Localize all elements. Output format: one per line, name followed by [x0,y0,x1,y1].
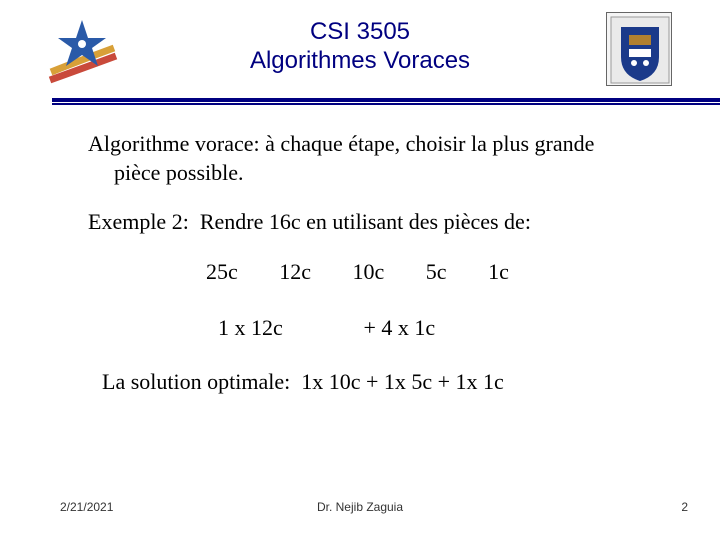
optimal-line: La solution optimale: 1x 10c + 1x 5c + 1… [102,369,670,395]
example-line: Exemple 2: Rendre 16c en utilisant des p… [88,209,670,235]
coin-list: 25c 12c 10c 5c 1c [206,259,670,285]
example-text: Rendre 16c en utilisant des pièces de: [200,209,531,234]
coin-item: 10c [353,259,385,285]
header-rule [52,98,720,105]
optimal-label: La solution optimale: [102,369,290,394]
slide-footer: 2/21/2021 Dr. Nejib Zaguia 2 [0,500,720,520]
greedy-lhs: 1 x 12c [218,315,358,341]
greedy-result: 1 x 12c + 4 x 1c [218,315,670,341]
optimal-value: 1x 10c + 1x 5c + 1x 1c [301,369,504,394]
coin-item: 25c [206,259,238,285]
definition-line1: Algorithme vorace: à chaque étape, chois… [88,131,594,156]
slide-body: Algorithme vorace: à chaque étape, chois… [88,130,670,395]
definition-line2: pièce possible. [88,159,670,188]
logo-right [606,12,672,86]
footer-date: 2/21/2021 [60,500,113,514]
greedy-rhs: + 4 x 1c [364,315,436,340]
logo-left [46,14,120,84]
coin-item: 12c [279,259,311,285]
slide-header: CSI 3505 Algorithmes Voraces [0,0,720,100]
example-label: Exemple 2: [88,209,189,234]
coin-item: 1c [488,259,509,285]
footer-author: Dr. Nejib Zaguia [317,500,403,514]
footer-page: 2 [681,500,688,514]
coin-item: 5c [426,259,447,285]
definition-paragraph: Algorithme vorace: à chaque étape, chois… [88,130,670,187]
